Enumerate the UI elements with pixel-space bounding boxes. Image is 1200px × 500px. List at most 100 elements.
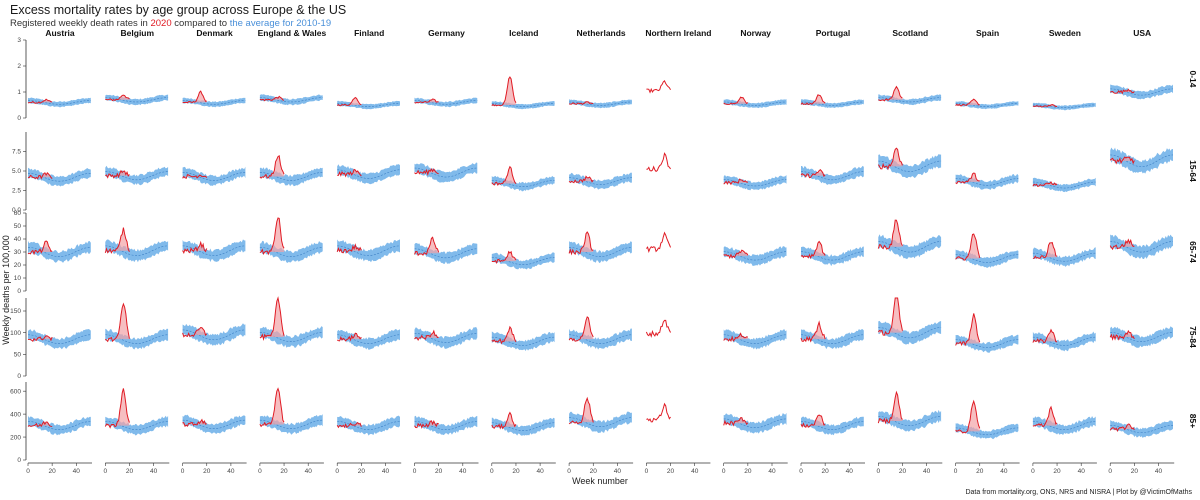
y-tick-label: 1 [17,89,21,96]
excess-shade-scotland-0-14 [878,86,903,100]
average-band-sweden-65-74 [1032,247,1096,267]
average-line-england-wales-85 [259,419,323,430]
average-band-denmark-15-64 [182,166,246,186]
x-tick-label: 0 [954,468,958,475]
y-tick-label: 200 [10,434,21,441]
series-2020-portugal-85 [800,414,826,428]
average-band-denmark-0-14 [182,97,246,108]
y-tick-label: 0 [17,373,21,380]
average-line-iceland-0-14 [491,103,555,107]
x-tick-label: 40 [227,468,235,475]
excess-shade-usa-85 [1110,424,1135,430]
series-2020-portugal-15-64 [800,168,826,179]
average-line-netherlands-0-14 [569,101,632,106]
average-band-usa-0-14 [1110,84,1173,100]
series-2020-scotland-85 [877,390,903,425]
series-2020-portugal-75-84 [800,320,826,343]
average-band-spain-85 [955,423,1019,440]
series-2020-scotland-15-64 [877,147,903,171]
average-line-spain-85 [955,427,1019,436]
series-2020-finland-15-64 [337,168,362,178]
series-2020-germany-65-74 [414,236,440,257]
x-tick-label: 20 [590,468,598,475]
excess-shade-spain-15-64 [955,173,980,182]
average-band-portugal-15-64 [801,165,864,185]
x-tick-label: 20 [126,468,134,475]
y-axis-title: Weekly deaths per 100,000 [1,235,11,344]
average-line-finland-15-64 [337,169,400,179]
series-2020-netherlands-0-14 [569,101,594,105]
average-band-austria-0-14 [28,97,91,108]
excess-shade-finland-0-14 [337,97,362,105]
average-line-sweden-75-84 [1032,336,1096,346]
y-tick-label: 100 [10,330,21,337]
excess-shade-england-wales-65-74 [259,218,285,252]
average-line-norway-75-84 [723,334,787,344]
average-band-netherlands-65-74 [569,241,632,264]
x-tick-label: 0 [876,468,880,475]
average-band-england-wales-85 [259,414,323,435]
average-line-scotland-65-74 [878,241,942,253]
series-2020-northern-ireland-65-74 [646,231,672,254]
series-2020-finland-75-84 [336,332,362,342]
x-tick-label: 40 [536,468,544,475]
average-line-sweden-0-14 [1032,104,1096,109]
row-label-0-14: 0-14 [1188,70,1198,87]
average-line-england-wales-65-74 [259,247,323,257]
excess-shade-portugal-85 [801,415,826,426]
average-band-netherlands-0-14 [569,99,632,109]
y-tick-label: 600 [10,388,21,395]
chart-title: Excess mortality rates by age group acro… [10,3,347,17]
column-label-austria: Austria [45,28,75,38]
series-2020-england-wales-65-74 [259,217,285,256]
row-label-65-74: 65-74 [1188,241,1198,263]
column-label-finland: Finland [354,28,384,38]
average-band-sweden-0-14 [1032,102,1096,111]
excess-shade-norway-75-84 [723,333,748,340]
average-band-germany-15-64 [414,162,478,183]
x-tick-label: 40 [1000,468,1008,475]
y-tick-label: 20 [14,262,22,269]
column-label-england-wales: England & Wales [258,28,327,38]
series-2020-usa-15-64 [1109,156,1135,165]
y-tick-label: 2.5 [12,188,21,195]
average-band-scotland-65-74 [878,234,942,260]
excess-shade-scotland-75-84 [878,298,903,333]
series-2020-sweden-65-74 [1032,241,1058,259]
excess-shade-portugal-75-84 [801,322,826,340]
average-line-norway-65-74 [723,251,787,261]
excess-shade-denmark-0-14 [182,91,207,103]
y-tick-label: 30 [14,249,22,256]
excess-shade-spain-75-84 [955,313,980,344]
excess-shade-england-wales-85 [259,388,285,425]
series-2020-scotland-65-74 [877,219,903,250]
average-line-usa-0-14 [1110,88,1173,96]
series-2020-sweden-85 [1032,405,1058,427]
average-line-finland-0-14 [337,103,400,107]
column-label-belgium: Belgium [121,28,155,38]
excess-shade-scotland-65-74 [878,220,903,247]
column-label-sweden: Sweden [1049,28,1081,38]
y-tick-label: 0 [17,288,21,295]
average-line-spain-0-14 [955,103,1019,107]
excess-shade-portugal-65-74 [801,241,826,256]
y-tick-label: 0 [17,115,21,122]
average-band-denmark-85 [182,414,246,434]
excess-shade-netherlands-75-84 [569,316,594,340]
excess-shade-belgium-85 [105,388,130,426]
average-line-denmark-75-84 [182,329,246,341]
series-2020-england-wales-15-64 [259,154,285,179]
series-2020-belgium-0-14 [105,94,130,102]
series-2020-denmark-0-14 [182,90,207,104]
series-2020-spain-0-14 [955,98,980,107]
average-band-norway-85 [723,412,787,434]
series-2020-sweden-0-14 [1032,104,1058,108]
excess-shade-norway-65-74 [723,250,748,256]
series-2020-netherlands-15-64 [568,175,594,184]
average-band-denmark-65-74 [182,239,246,262]
average-band-sweden-15-64 [1032,177,1096,193]
average-band-netherlands-75-84 [569,328,632,350]
average-line-germany-85 [414,421,478,431]
column-label-northern-ireland: Northern Ireland [645,28,711,38]
excess-shade-iceland-15-64 [491,166,516,184]
